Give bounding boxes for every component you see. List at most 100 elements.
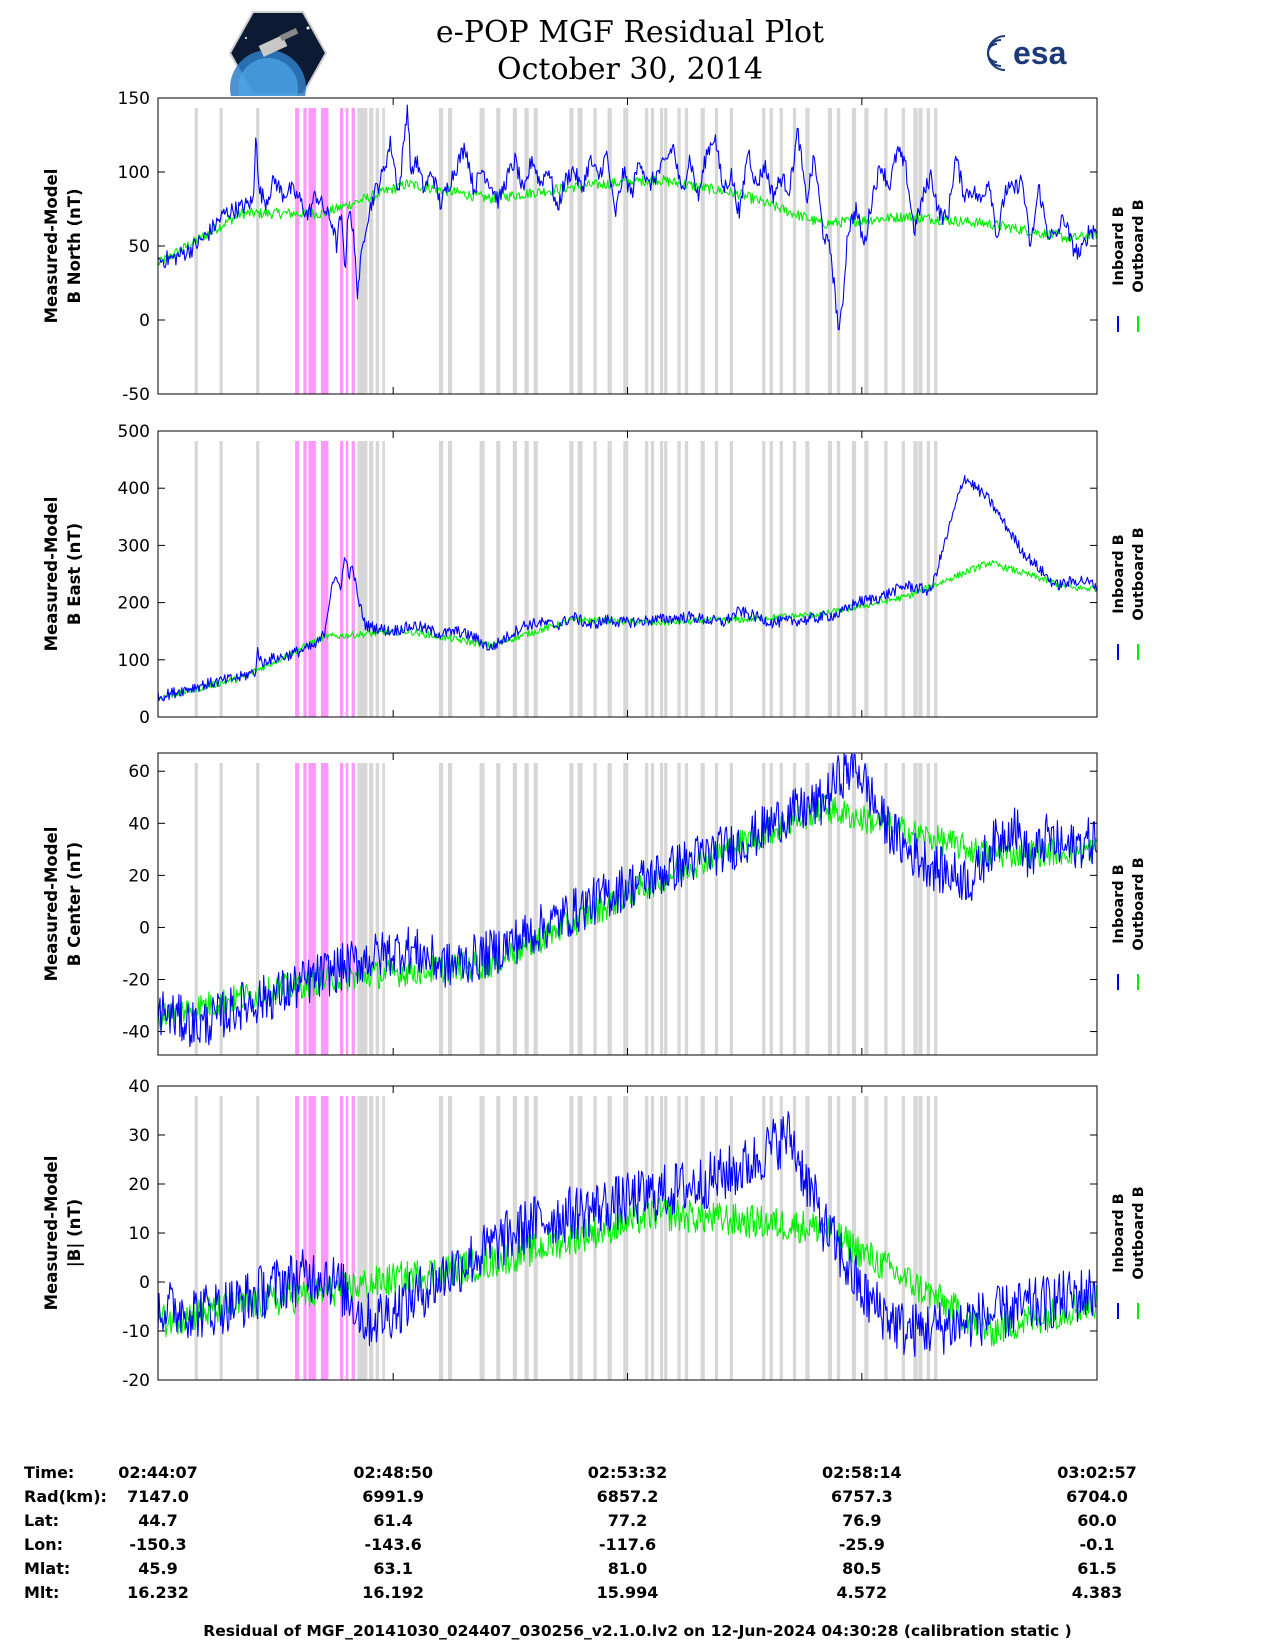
gray-band xyxy=(194,441,198,717)
gray-band xyxy=(779,441,783,717)
gray-band xyxy=(901,108,905,394)
series-line-outboard xyxy=(157,1196,1097,1347)
gray-band xyxy=(934,763,938,1055)
pink-band xyxy=(308,108,316,394)
gray-band xyxy=(448,441,453,717)
footer-row-mlat: Mlat: xyxy=(0,1559,1275,1583)
gray-band xyxy=(448,1096,453,1380)
footer-label-time: Time: xyxy=(24,1463,75,1482)
y-axis-label: Measured-Model xyxy=(42,497,61,652)
gray-band xyxy=(714,763,719,1055)
gray-band xyxy=(926,441,930,717)
gray-band xyxy=(623,441,629,717)
footer-value-time: 02:58:14 xyxy=(822,1463,902,1482)
pink-band xyxy=(320,763,329,1055)
gray-band xyxy=(913,108,918,394)
gray-band xyxy=(357,1096,368,1380)
gray-band xyxy=(934,1096,938,1380)
footer-value-rad: 6704.0 xyxy=(1066,1487,1128,1506)
gray-band xyxy=(677,108,681,394)
gray-band xyxy=(438,441,444,717)
gray-band xyxy=(851,763,857,1055)
gray-band xyxy=(664,108,668,394)
gray-band xyxy=(512,441,517,717)
gray-band xyxy=(827,441,832,717)
gray-band xyxy=(194,763,198,1055)
pink-band xyxy=(340,763,344,1055)
y-axis-label: Measured-Model xyxy=(42,169,61,324)
gray-band xyxy=(219,441,223,717)
gray-band xyxy=(569,763,574,1055)
series-line-inboard xyxy=(157,752,1097,1048)
pink-band xyxy=(351,108,355,394)
gray-band xyxy=(382,1096,385,1380)
footer-value-mlat: 61.5 xyxy=(1077,1559,1117,1578)
gray-band xyxy=(219,108,223,394)
gray-band xyxy=(479,108,485,394)
gray-band xyxy=(884,108,888,394)
gray-band xyxy=(836,108,841,394)
footer-value-mlt: 16.192 xyxy=(362,1583,425,1602)
footer-label-mlt: Mlt: xyxy=(24,1583,60,1602)
pink-band xyxy=(345,441,349,717)
gray-band xyxy=(918,108,923,394)
gray-band xyxy=(836,763,841,1055)
y-tick-label: 150 xyxy=(118,89,150,109)
legend-label-inboard: Inboard B xyxy=(1111,206,1127,285)
y-tick-label: 50 xyxy=(128,237,150,257)
footer-value-time: 02:44:07 xyxy=(118,1463,198,1482)
y-tick-label: 30 xyxy=(128,1126,150,1146)
legend-label-outboard: Outboard B xyxy=(1131,199,1147,292)
gray-band xyxy=(677,763,681,1055)
gray-band xyxy=(792,763,797,1055)
gray-band xyxy=(382,763,385,1055)
gray-band xyxy=(851,441,857,717)
gray-band xyxy=(934,441,938,717)
bottom-note: Residual of MGF_20141030_024407_030256_v… xyxy=(203,1622,1072,1640)
y-tick-label: 40 xyxy=(128,814,150,834)
gray-band xyxy=(864,108,869,394)
gray-band xyxy=(684,763,689,1055)
y-tick-label: 300 xyxy=(118,536,150,556)
gray-band xyxy=(219,763,223,1055)
pink-band xyxy=(303,441,307,717)
gray-band xyxy=(645,108,649,394)
pink-band xyxy=(320,441,329,717)
gray-band xyxy=(256,763,260,1055)
gray-band xyxy=(593,441,597,717)
gray-band xyxy=(375,441,379,717)
gray-band xyxy=(884,441,888,717)
gray-band xyxy=(779,108,783,394)
gray-band xyxy=(729,763,733,1055)
footer-value-mlt: 4.383 xyxy=(1071,1583,1123,1602)
gray-band xyxy=(864,441,869,717)
gray-band xyxy=(496,108,501,394)
gray-band xyxy=(479,1096,485,1380)
gray-band xyxy=(792,108,797,394)
gray-band xyxy=(569,108,574,394)
gray-band xyxy=(918,763,923,1055)
gray-band xyxy=(913,1096,918,1380)
gray-band xyxy=(926,108,930,394)
gray-band xyxy=(479,441,485,717)
footer-value-mlat: 63.1 xyxy=(373,1559,413,1578)
footer-value-rad: 7147.0 xyxy=(127,1487,189,1506)
gray-band xyxy=(805,1096,810,1380)
gray-band xyxy=(700,441,705,717)
gray-band xyxy=(792,441,797,717)
gray-band xyxy=(194,1096,198,1380)
gray-band xyxy=(918,441,923,717)
legend-label-inboard: Inboard B xyxy=(1111,534,1127,613)
gray-band xyxy=(569,441,574,717)
gray-band xyxy=(607,441,612,717)
plot-title: e-POP MGF Residual Plot October 30, 2014 xyxy=(400,14,860,88)
series-line-inboard xyxy=(157,475,1097,702)
gray-band xyxy=(700,1096,705,1380)
pink-band xyxy=(340,108,344,394)
gray-band xyxy=(524,763,529,1055)
pink-band xyxy=(295,441,300,717)
footer-row-lat: Lat: xyxy=(0,1511,1275,1535)
gray-band xyxy=(650,763,655,1055)
gray-band xyxy=(623,1096,629,1380)
